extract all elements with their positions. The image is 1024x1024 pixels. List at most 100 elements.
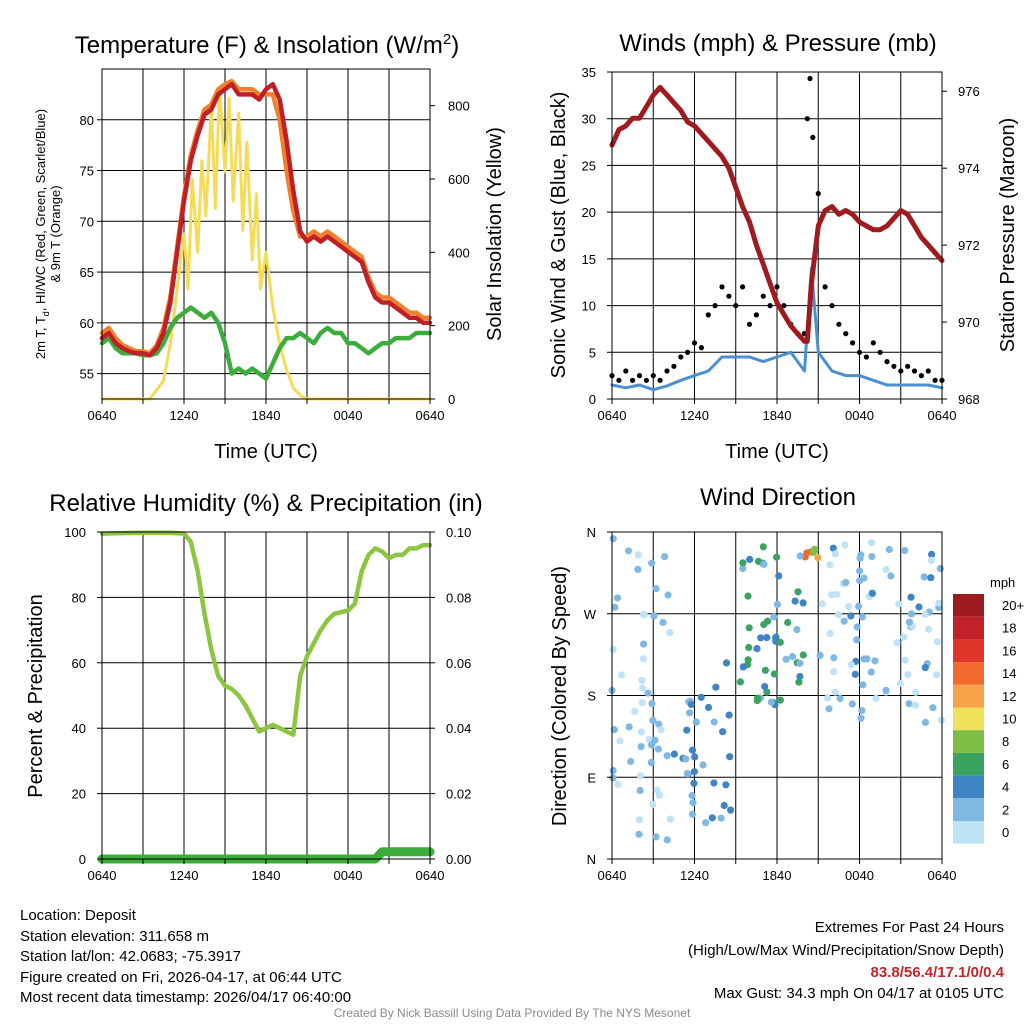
legend-label: 12 (1002, 689, 1016, 704)
humidity-ytick-label: 0 (79, 852, 86, 867)
winds-gust-point (705, 312, 711, 318)
wind-direction-ytick-label: E (587, 770, 596, 785)
wind-direction-point (744, 656, 752, 664)
wind-direction-point (635, 816, 644, 824)
legend-swatch (953, 639, 984, 663)
wind-direction-point (636, 786, 644, 795)
winds-gust-point (829, 303, 835, 309)
wind-direction-point (640, 640, 648, 648)
wind-direction-point (655, 791, 664, 800)
legend-swatch (953, 752, 984, 776)
wind-direction-point (900, 633, 908, 641)
wind-direction-ytick-label: N (587, 525, 596, 540)
station-latlon: Station lat/lon: 42.0683; -75.3917 (20, 948, 242, 965)
temperature-ticks: 0640 1240 1840 0040 064055606570758002004006… (80, 99, 470, 423)
wind-direction-point (683, 726, 691, 734)
credit-line: Created By Nick Bassill Using Data Provi… (333, 1006, 691, 1020)
winds-gust-point (870, 340, 876, 346)
wind-direction-point (831, 688, 840, 696)
winds-gust-point (726, 293, 732, 299)
legend-swatch (953, 775, 984, 799)
wind-direction-point (712, 683, 720, 691)
wind-direction-point (647, 758, 655, 767)
wind-direction-point (666, 815, 675, 823)
svg-text:2m T, Td, HI/WC (Red, Green, S: 2m T, Td, HI/WC (Red, Green, Scarlet/Blu… (33, 109, 51, 359)
winds-xtick-label: 0640 (598, 408, 627, 423)
wind-direction-point (688, 746, 697, 754)
wind-direction-point (663, 752, 671, 760)
winds-gust-point (898, 368, 904, 374)
winds-gust-point (767, 303, 773, 309)
winds-gust-point (685, 349, 691, 355)
legend-swatch (953, 707, 984, 731)
winds-xtick-label: 1840 (763, 408, 792, 423)
wind-direction-point (794, 588, 802, 596)
wind-direction-point (796, 672, 804, 681)
wind-direction-point (775, 572, 783, 580)
wind-direction-point (689, 799, 697, 807)
winds-gust-point (643, 377, 650, 383)
wind-direction-ytick-label: N (587, 852, 596, 867)
wind-direction-point (855, 602, 863, 611)
wind-direction-point (704, 703, 713, 712)
wind-direction-point (764, 617, 772, 625)
wind-direction-point (933, 671, 941, 679)
wind-direction-point (921, 610, 929, 619)
winds-ytick-label: 15 (582, 252, 596, 267)
winds-gust-point (856, 349, 863, 355)
humidity-ytick-label: 100 (64, 525, 86, 540)
legend-label: 4 (1002, 780, 1009, 795)
legend-swatch (953, 662, 984, 685)
wind-direction-point (842, 578, 850, 587)
temperature-ytick-label: 55 (80, 367, 94, 382)
wind-direction-point (857, 714, 865, 722)
wind-direction-point (753, 697, 761, 705)
winds-gust-point (698, 345, 705, 351)
wind-direction-point (736, 678, 745, 686)
wind-direction-point (825, 705, 833, 713)
wind-direction-point (648, 700, 656, 708)
data-timestamp: Most recent data timestamp: 2026/04/17 0… (20, 989, 352, 1006)
winds-gust-point (657, 377, 663, 383)
wind-direction-point (618, 671, 626, 679)
winds-gust-point (746, 321, 753, 327)
humidity-series-relative-humidity (99, 530, 433, 737)
temperature-title: Temperature (F) & Insolation (W/m2) (75, 31, 459, 59)
humidity-title: Relative Humidity (%) & Precipitation (i… (49, 490, 482, 517)
winds-title: Winds (mph) & Pressure (mb) (619, 30, 936, 57)
humidity-xtick-label: 1840 (252, 868, 281, 883)
precip-ytick-label: 0.00 (446, 852, 471, 867)
wind-direction-point (818, 600, 826, 608)
winds-gust-point (774, 284, 780, 290)
legend-swatch (953, 798, 984, 821)
precip-ytick-label: 0.06 (446, 656, 471, 671)
wind-direction-point (882, 686, 890, 694)
wind-direction-point (614, 780, 622, 789)
wind-direction-point (611, 603, 619, 611)
wind-direction-point (799, 651, 807, 659)
wind-direction-point (664, 591, 672, 599)
legend-swatch (953, 730, 984, 753)
legend-title: mph (990, 575, 1015, 590)
winds-gust-point (753, 312, 760, 318)
legend-label: 18 (1002, 621, 1016, 636)
wind-direction-point (784, 618, 792, 627)
wind-direction-point (659, 618, 667, 627)
winds-gust-point (911, 368, 918, 374)
wind-direction-point (613, 594, 622, 602)
wind-direction-point (654, 745, 662, 753)
wind-direction-point (634, 565, 642, 574)
wind-direction-point (895, 600, 903, 608)
wind-direction-point (856, 567, 864, 575)
winds-gust-point (650, 373, 656, 379)
wind-direction-point (836, 694, 844, 703)
wind-direction-point (853, 636, 861, 644)
winds-gust-point (733, 303, 739, 309)
extremes-info: Extremes For Past 24 Hours (High/Low/Max… (688, 918, 1004, 1004)
wind-direction-point (648, 559, 656, 567)
humidity-panel: Relative Humidity (%) & Precipitation (i… (25, 490, 483, 883)
wind-direction-point (860, 655, 868, 663)
winds-panel: Winds (mph) & Pressure (mb) 0640 1240 1840… (548, 30, 1019, 463)
wind-direction-point (717, 814, 725, 822)
wind-direction-point (688, 810, 697, 818)
